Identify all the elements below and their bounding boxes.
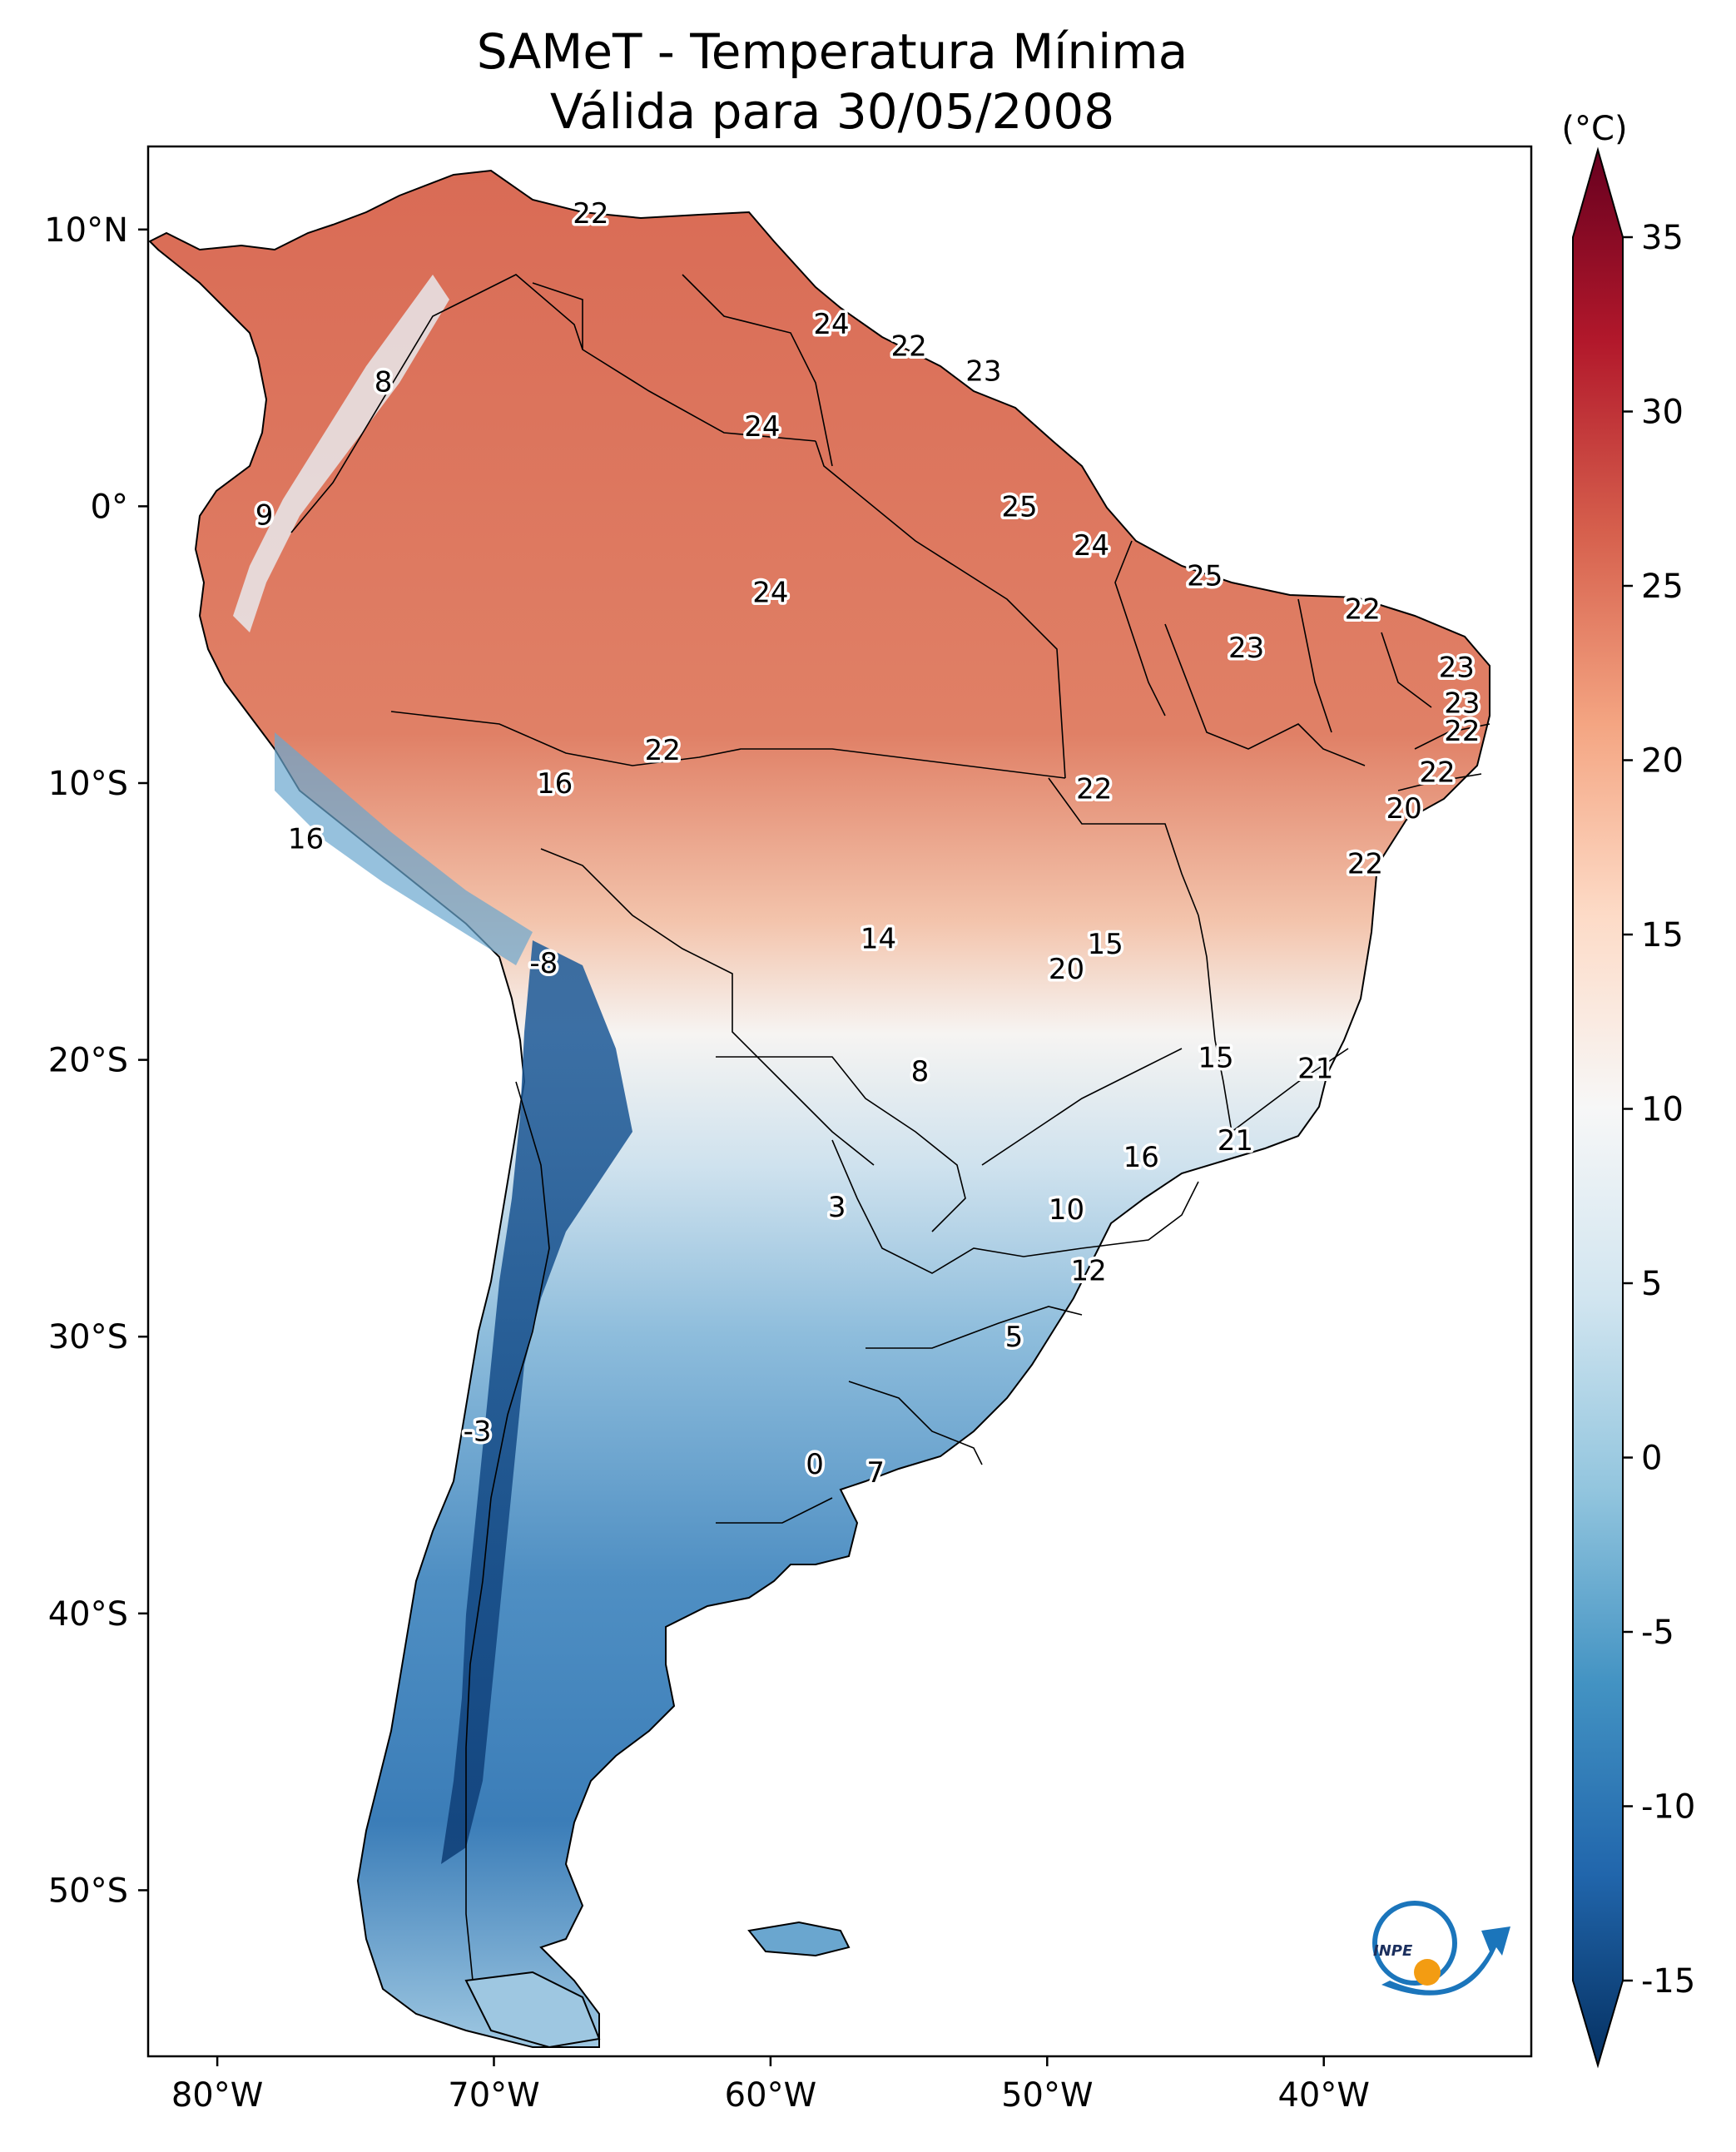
tierra-del-fuego: [464, 1971, 601, 2049]
y-tick-label: 20°S: [48, 1042, 128, 1080]
station-value-label: 8: [374, 366, 393, 399]
station-value-label: 10: [1049, 1193, 1084, 1227]
station-value-label: 23: [965, 355, 1001, 388]
station-value-label: 21: [1218, 1124, 1253, 1158]
colorbar-ticks: 35 30 25 20 15 10 5 0 -5 -10 -15: [1623, 219, 1695, 2001]
colorbar: (°C) 35 30 25 20 15 10 5 0 -5 -10 -15: [1561, 110, 1695, 2069]
colorbar-tick-label: 5: [1641, 1265, 1662, 1303]
country-borders: [290, 274, 1490, 1998]
station-value-label: 22: [1076, 773, 1112, 806]
station-value-label: 23: [1228, 632, 1264, 665]
station-value-label: 15: [1087, 928, 1123, 961]
station-value-label: 20: [1049, 953, 1084, 986]
x-tick-label: 50°W: [1001, 2076, 1093, 2115]
station-value-label: 25: [1001, 490, 1037, 523]
x-tick-label: 80°W: [171, 2076, 263, 2115]
map-frame: [146, 145, 1533, 2058]
station-value-label: 5: [1005, 1321, 1024, 1354]
x-tick-label: 60°W: [725, 2076, 816, 2115]
station-value-label: 15: [1198, 1041, 1233, 1074]
station-value-label: 0: [806, 1448, 824, 1481]
station-value-label: 22: [573, 197, 608, 231]
chart-title: SAMeT - Temperatura Mínima Válida para 3…: [0, 22, 1664, 141]
station-value-label: 22: [1419, 756, 1455, 790]
station-value-label: 8: [911, 1055, 930, 1088]
logo-arrow-icon: [1381, 1926, 1510, 1996]
station-value-label: 9: [255, 498, 274, 532]
station-value-label: -3: [464, 1415, 492, 1448]
colorbar-tick-label: 20: [1641, 742, 1684, 781]
colorbar-tick-label: 0: [1641, 1440, 1662, 1478]
x-tick-label: 70°W: [448, 2076, 539, 2115]
station-value-label: 22: [1347, 847, 1383, 880]
station-value-label: 12: [1071, 1254, 1107, 1287]
colorbar-tick-label: 10: [1641, 1091, 1684, 1129]
logo-ring-icon: [1372, 1901, 1457, 1986]
logo-text: INPE: [1373, 1942, 1413, 1960]
station-value-label: 22: [890, 330, 926, 363]
y-tick-label: 30°S: [48, 1318, 128, 1356]
station-value-label: 14: [861, 922, 896, 955]
station-value-label: 22: [645, 734, 681, 767]
station-value-label: 24: [1074, 529, 1109, 563]
colorbar-tick-label: -5: [1641, 1614, 1674, 1652]
x-axis: 80°W 70°W 60°W 50°W 40°W: [171, 2056, 1370, 2115]
station-value-label: 24: [813, 308, 849, 341]
colorbar-unit: (°C): [1561, 110, 1627, 148]
y-tick-label: 50°S: [48, 1872, 128, 1910]
station-value-label: 20: [1386, 792, 1421, 826]
logo-dot-icon: [1414, 1959, 1441, 1986]
colorbar-tick-label: -15: [1641, 1962, 1695, 2001]
y-tick-label: 40°S: [48, 1595, 128, 1634]
andes-cold-band: [441, 940, 632, 1864]
y-tick-label: 10°N: [44, 211, 128, 250]
colorbar-tick-label: 35: [1641, 219, 1684, 257]
station-value-label: 3: [828, 1191, 846, 1224]
station-value-label: -8: [529, 947, 558, 980]
station-value-label: 21: [1297, 1053, 1333, 1086]
title-line-1: SAMeT - Temperatura Mínima: [476, 23, 1188, 80]
station-value-label: 24: [744, 410, 780, 444]
colorbar-tick-label: 15: [1641, 916, 1684, 955]
station-value-label: 16: [537, 767, 573, 801]
station-value-label: 23: [1439, 651, 1475, 684]
inpe-logo: INPE: [1372, 1901, 1510, 1996]
y-tick-label: 0°: [91, 488, 128, 526]
map-body: [148, 169, 1490, 2049]
station-value-label: 22: [1345, 593, 1381, 626]
station-value-label: 23: [1444, 687, 1480, 721]
colorbar-body: [1572, 146, 1624, 2069]
peru-andes-band: [275, 732, 533, 965]
colorbar-tick-label: 25: [1641, 568, 1684, 606]
colorbar-tick-label: 30: [1641, 394, 1684, 432]
malvinas-islands: [747, 1921, 851, 1957]
station-value-label: 24: [752, 577, 788, 610]
y-axis: 10°N 0° 10°S 20°S 30°S 40°S 50°S: [44, 211, 148, 1910]
station-value-label: 16: [288, 823, 324, 856]
colorbar-tick-label: -10: [1641, 1788, 1695, 1827]
station-value-label: 7: [866, 1456, 885, 1490]
x-tick-label: 40°W: [1277, 2076, 1369, 2115]
station-value-label: 16: [1123, 1141, 1159, 1174]
station-value-label: 25: [1187, 560, 1223, 593]
northern-andes-band: [233, 275, 449, 632]
station-value-label: 22: [1444, 715, 1480, 748]
title-line-2: Válida para 30/05/2008: [549, 83, 1115, 140]
y-tick-label: 10°S: [48, 765, 128, 803]
